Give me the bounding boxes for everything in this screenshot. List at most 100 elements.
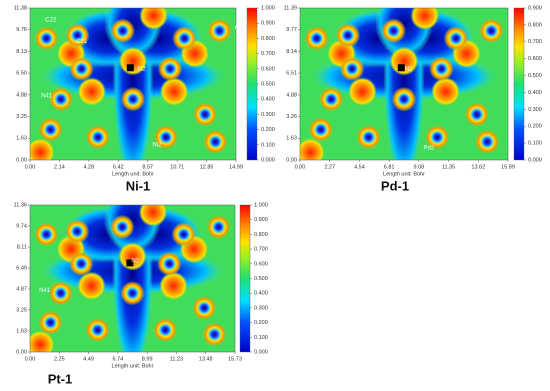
atom-basin [64,219,90,244]
y-tick-label: 4.88 [286,92,297,98]
atom-label: Pd2 [424,145,435,151]
x-tick-label: 2.25 [54,356,65,362]
lobe [300,137,325,160]
x-tick-label: 2.14 [54,164,65,170]
atom-basin [203,129,228,155]
atom-label: N41 [41,94,53,100]
atom-basin [85,124,111,150]
colorbar-tick-label: 0.400 [261,97,275,103]
lobe [389,46,419,76]
atom-label: C21 [76,39,88,45]
lobe [138,205,168,227]
lobe [30,137,55,160]
colorbar-tick-label: 0.400 [254,291,268,297]
x-tick-label: 13.62 [471,164,485,170]
x-tick-label: 0.00 [25,164,36,170]
lobe [347,77,377,107]
lobe [410,8,440,31]
atom-basin [109,214,135,240]
y-tick-label: 4.88 [16,92,27,98]
lobe [77,77,107,107]
x-tick-label: 8.57 [142,164,153,170]
atom-basin [424,124,450,150]
x-tick-label: 9.08 [413,164,424,170]
y-tick-label: 3.25 [16,307,27,313]
lobe [118,242,147,271]
x-tick-label: 2.27 [324,164,335,170]
map [30,8,236,160]
y-tick-label: 6.49 [16,265,27,271]
atom-basin [172,26,197,51]
atom-basin [478,18,504,44]
atom-basin [65,23,90,48]
atom-basin [48,280,74,306]
y-tick-label: 9.76 [16,27,27,33]
colorbar-tick-label: 0.300 [261,112,275,118]
y-tick-label: 6.51 [286,71,297,77]
atom-basin [335,22,361,48]
atom-basin [153,124,179,150]
colorbar-tick-label: 0.700 [254,247,268,253]
map-frame [29,204,236,353]
atom-label: N41 [39,288,51,294]
colorbar-tick-label: 0.800 [261,36,275,42]
colorbar-tick-label: 0.900 [528,5,542,11]
x-tick-label: 15.89 [501,164,515,170]
colorbar-tick-label: 1.000 [254,202,268,208]
atom-basin [191,295,217,321]
colorbar-tick-label: 0.300 [254,305,268,311]
colorbar [239,204,251,353]
x-tick-label: 0.00 [25,356,36,362]
map-field [300,8,504,160]
atom-basin [48,86,74,112]
atom-basin [206,214,231,240]
y-tick-label: 0.00 [16,157,27,163]
colorbar-tick-label: 0.200 [528,124,542,130]
colorbar-tick-label: 0.900 [261,21,275,27]
metal-center [397,64,405,72]
metal-center [126,64,134,72]
y-tick-label: 3.25 [16,114,27,120]
atom-basin [38,310,63,335]
atom-basin [157,56,183,82]
y-tick-label: 1.63 [16,328,27,334]
colorbar-tick-label: 0.000 [528,157,542,163]
y-tick-label: 11.39 [284,5,297,11]
x-tick-label: 0.00 [295,164,306,170]
colorbar-tick-label: 0.300 [528,107,542,113]
lobe [118,46,148,76]
colorbar-tick-label: 0.800 [254,232,268,238]
x-tick-label: 11.23 [170,356,183,362]
lobe [431,77,461,107]
y-tick-label: 9.74 [16,223,27,229]
map [300,8,508,160]
x-tick-label: 15.73 [228,356,242,362]
atom-basin [192,102,218,127]
colorbar-tick-label: 0.700 [528,39,542,45]
x-tick-label: 14.99 [229,164,243,170]
panel-title: Pd-1 [381,178,409,193]
colorbar-tick-label: 0.600 [254,261,268,267]
x-tick-label: 6.74 [112,356,123,362]
y-tick-label: 11.36 [14,202,27,208]
y-tick-label: 9.77 [286,27,297,33]
colorbar-tick-label: 0.800 [528,22,542,28]
x-axis-label: Length unit: Bohr [383,171,425,177]
colorbar-tick-label: 0.600 [261,66,275,72]
x-axis-label: Length unit: Bohr [112,171,154,177]
atom-basin [120,86,146,112]
atom-basin [68,251,94,277]
colorbar-tick-label: 0.200 [261,127,275,133]
colorbar-tick-label: 0.500 [254,276,268,282]
y-tick-label: 1.63 [16,136,27,142]
atom-basin [339,56,365,82]
atom-label: N2 [131,258,139,264]
colorbar-tick-label: 0.200 [254,320,268,326]
panel-title: Pt-1 [48,371,73,386]
colorbar-tick-label: 0.600 [528,56,542,62]
atom-basin [69,56,94,82]
atom-basin [308,117,334,143]
atom-basin [153,317,178,343]
y-tick-label: 0.00 [286,157,297,163]
